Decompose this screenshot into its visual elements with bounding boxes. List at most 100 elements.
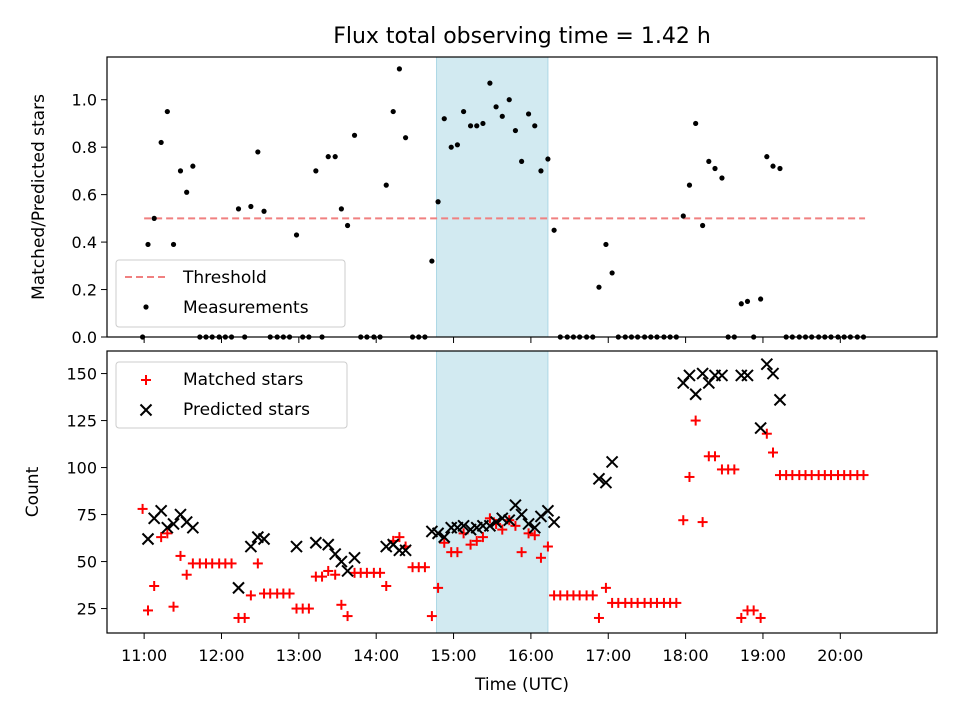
matched-point xyxy=(768,447,779,458)
matched-point xyxy=(330,569,341,580)
measurement-point xyxy=(402,135,409,141)
predicted-point-b xyxy=(599,476,613,489)
measurement-point xyxy=(519,158,525,165)
count-panel-x-axis: 11:00 12:00 13:00 14:00 15:00 16:00 17:00 18:00… xyxy=(121,633,863,665)
ratio-panel-time-highlight xyxy=(436,56,549,338)
measurement-point xyxy=(686,182,693,188)
x-tick-label: 12:00 xyxy=(198,646,244,665)
predicted-point xyxy=(496,512,509,525)
predicted-point-b xyxy=(180,515,193,529)
matched-point xyxy=(142,605,153,616)
ratio-panel-y-axis: 0.0 0.2 0.4 0.6 0.8 1.0 xyxy=(72,91,107,347)
predicted-point xyxy=(244,540,258,553)
predicted-point-b xyxy=(605,455,619,469)
predicted-point xyxy=(541,504,555,518)
measurement-point xyxy=(158,139,164,146)
predicted-point xyxy=(161,521,174,534)
predicted-point xyxy=(380,540,393,553)
predicted-point xyxy=(457,519,470,533)
measurement-point xyxy=(261,208,267,214)
matched-point xyxy=(433,582,444,593)
matched-point xyxy=(736,612,747,623)
count-legend-box xyxy=(115,361,348,429)
matched-point xyxy=(709,451,720,462)
measurement-point xyxy=(448,144,454,150)
measurement-point xyxy=(177,168,184,174)
count-y-tick-label: 25 xyxy=(77,600,97,619)
matched-stars-series xyxy=(137,415,869,623)
ratio-legend-box xyxy=(115,259,346,328)
measurement-point xyxy=(512,127,519,134)
predicted-point-b xyxy=(335,555,348,568)
predicted-point-b xyxy=(509,498,522,512)
matched-point xyxy=(858,470,869,481)
predicted-point xyxy=(232,581,245,595)
predicted-point xyxy=(689,388,702,401)
measurement-point xyxy=(551,227,557,233)
predicted-point-b xyxy=(251,530,265,544)
predicted-point-b xyxy=(457,519,470,533)
measurement-point xyxy=(506,97,512,103)
predicted-point xyxy=(741,369,754,382)
matched-point xyxy=(593,612,604,623)
count-y-tick-label: 50 xyxy=(77,553,97,572)
matched-point xyxy=(587,590,598,601)
ratio-y-tick-label: 0.8 xyxy=(72,138,97,157)
matched-point xyxy=(317,571,328,582)
predicted-point xyxy=(503,513,516,527)
predicted-point xyxy=(348,551,361,565)
predicted-point-b xyxy=(541,504,555,518)
predicted-point xyxy=(605,455,619,469)
measurement-point xyxy=(429,258,435,264)
ratio-y-tick-label: 0.0 xyxy=(72,328,97,347)
matched-point xyxy=(439,537,450,548)
measurement-point xyxy=(700,222,706,229)
matched-point xyxy=(149,581,160,591)
measurement-point xyxy=(460,108,467,115)
matched-point xyxy=(497,524,508,535)
matched-point xyxy=(755,612,766,623)
measurement-point xyxy=(532,123,538,129)
x-tick-label: 16:00 xyxy=(508,646,554,665)
ratio-y-tick-label: 0.2 xyxy=(72,281,97,300)
predicted-point xyxy=(522,517,535,531)
predicted-point xyxy=(515,508,528,521)
measurement-point xyxy=(680,213,686,219)
matched-point xyxy=(284,588,295,599)
x-tick-label: 20:00 xyxy=(817,646,863,665)
measurement-point xyxy=(184,189,190,195)
measurement-point xyxy=(293,232,300,238)
matched-point xyxy=(477,532,488,543)
chart-title: Flux total observing time = 1.42 h xyxy=(333,24,711,49)
matched-point xyxy=(523,528,534,539)
count-y-tick-label: 75 xyxy=(77,506,97,525)
predicted-point xyxy=(715,369,729,382)
predicted-point-b xyxy=(522,517,535,531)
matched-legend-swatch xyxy=(141,375,151,385)
measurement-point xyxy=(151,215,157,221)
predicted-point xyxy=(483,519,497,533)
predicted-point-b xyxy=(754,421,767,435)
measurements-legend-label: Measurements xyxy=(183,298,309,318)
predicted-point xyxy=(290,540,303,553)
measurement-point xyxy=(190,163,196,169)
predicted-point-b xyxy=(425,525,439,538)
predicted-point-b xyxy=(696,367,709,380)
measurement-point xyxy=(738,301,744,307)
measurement-point xyxy=(609,270,615,276)
predicted-point xyxy=(773,393,787,407)
predicted-point-b xyxy=(186,521,200,534)
predicted-point xyxy=(766,367,780,380)
ratio-y-tick-label: 0.4 xyxy=(72,233,97,252)
measurement-point xyxy=(454,142,461,148)
predicted-point-b xyxy=(760,357,774,371)
predicted-point-b xyxy=(257,532,271,546)
predicted-point-b xyxy=(322,538,335,551)
predicted-point xyxy=(489,515,503,529)
predicted-point-b xyxy=(766,367,780,380)
predicted-point-b xyxy=(328,547,342,561)
predicted-point-b xyxy=(496,512,509,525)
matched-legend-label: Matched stars xyxy=(183,370,303,390)
measurement-point xyxy=(170,241,177,248)
